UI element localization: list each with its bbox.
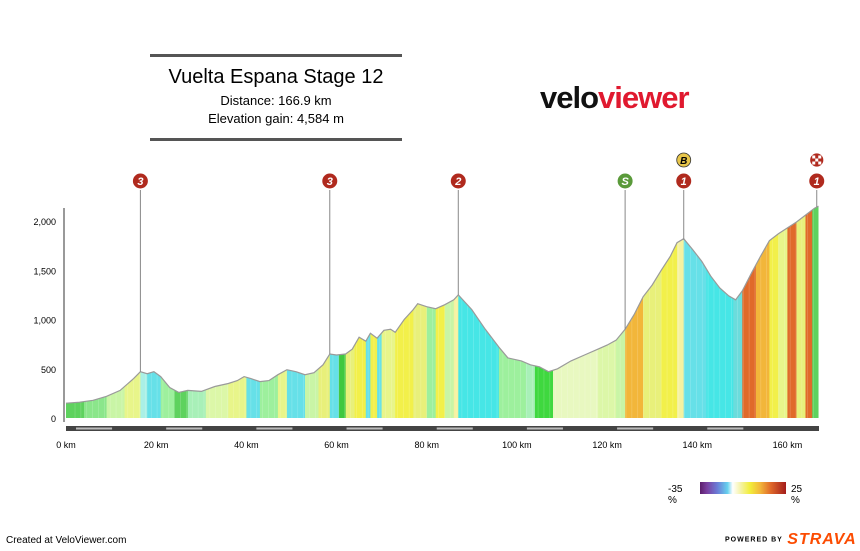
bonus-marker: [676, 152, 692, 168]
climb-marker: [321, 172, 339, 190]
distance-bar-highlight: [617, 427, 654, 430]
marker-label: S: [621, 176, 629, 188]
climb-marker: [675, 172, 693, 190]
gradient-segment: [395, 206, 414, 418]
gradient-segment: [305, 206, 319, 418]
gradient-segment: [755, 206, 770, 418]
y-tick-label: 0: [51, 414, 56, 424]
gradient-segment: [381, 206, 396, 418]
legend-max-label: 25 %: [791, 484, 803, 506]
legend-min-label: -35 %: [668, 484, 683, 506]
stage-title: Vuelta Espana Stage 12: [168, 66, 384, 88]
marker-label: 2: [454, 176, 461, 188]
x-tick-label: 160 km: [773, 440, 803, 450]
marker-label: 1: [681, 176, 687, 188]
gradient-segment: [525, 206, 536, 418]
gradient-segment: [787, 206, 797, 418]
x-tick-label: 40 km: [234, 440, 259, 450]
finish-flag-square: [818, 155, 822, 159]
marker-label: 3: [137, 176, 143, 188]
finish-flag-square: [818, 161, 822, 165]
y-tick-label: 500: [41, 365, 56, 375]
gradient-segment: [553, 206, 599, 418]
gradient-segment: [174, 206, 189, 418]
gradient-segment: [805, 206, 813, 418]
title-rule-bottom: [150, 138, 402, 141]
gradient-segment: [286, 206, 306, 418]
gradient-segment: [643, 206, 662, 418]
x-tick-label: 20 km: [144, 440, 169, 450]
gradient-segment: [426, 206, 437, 418]
gradient-segment: [812, 206, 819, 418]
x-tick-label: 80 km: [414, 440, 439, 450]
gradient-segment: [66, 206, 85, 418]
x-tick-label: 140 km: [682, 440, 712, 450]
distance-label: Distance: 166.9 km: [220, 93, 332, 108]
y-tick-label: 1,500: [33, 266, 56, 276]
distance-bar-highlight: [256, 427, 293, 430]
profile-outline: [65, 205, 819, 404]
x-tick-label: 120 km: [592, 440, 622, 450]
marker-label: 3: [327, 176, 333, 188]
gradient-segment: [778, 206, 788, 418]
gradient-segment: [661, 206, 678, 418]
strava-logo: STRAVA: [787, 531, 857, 548]
x-tick-label: 100 km: [502, 440, 532, 450]
gradient-segment: [598, 206, 617, 418]
gradient-segment: [444, 206, 455, 418]
footer-credit: Created at VeloViewer.com: [6, 535, 127, 546]
gradient-segment: [187, 206, 207, 418]
distance-bar-highlight: [526, 427, 563, 430]
powered-by-label: POWERED BY: [725, 536, 783, 544]
sprint-marker: [616, 172, 634, 190]
distance-bar-highlight: [436, 427, 473, 430]
distance-bar-highlight: [346, 427, 383, 430]
distance-bar-highlight: [166, 427, 203, 430]
title-box: Vuelta Espana Stage 12 Distance: 166.9 k…: [150, 54, 402, 141]
profile-fill: [66, 206, 819, 418]
distance-bar-highlight: [76, 427, 113, 430]
gradient-segment: [453, 206, 459, 418]
elevation-gain-label: Elevation gain: 4,584 m: [208, 111, 344, 126]
distance-bar-highlight: [707, 427, 744, 430]
elevation-profile-chart: 0 500 1,000 1,500 2,000 0 km 20 km 40 km 60 km 80…: [33, 152, 826, 450]
gradient-segment: [796, 206, 806, 418]
veloviewer-logo: veloviewer: [540, 80, 690, 116]
climb-marker: [449, 172, 467, 190]
climb-marker: [808, 172, 826, 190]
gradient-segment: [84, 206, 107, 418]
gradient-segment: [205, 206, 229, 418]
marker-label: 1: [814, 176, 820, 188]
y-tick-label: 2,000: [33, 217, 56, 227]
strava-badge: POWERED BY STRAVA: [725, 531, 857, 549]
x-tick-label: 60 km: [324, 440, 349, 450]
gradient-segment: [435, 206, 446, 418]
finish-flag-square: [812, 155, 816, 159]
climb-marker: [131, 172, 149, 190]
gradient-segment: [677, 206, 685, 418]
y-tick-label: 1,000: [33, 316, 56, 326]
gradient-segment: [147, 206, 162, 418]
gradient-segment: [246, 206, 261, 418]
finish-flag-square: [812, 161, 816, 165]
bonus-marker-label: B: [680, 156, 687, 167]
x-tick-label: 0 km: [56, 440, 76, 450]
gradient-color-scale: [700, 482, 786, 494]
gradient-segment: [106, 206, 125, 418]
logo-part-viewer: viewer: [598, 80, 690, 115]
finish-flag-square: [815, 158, 819, 162]
logo-part-velo: velo: [540, 80, 599, 115]
title-rule-top: [150, 54, 402, 57]
gradient-segment: [160, 206, 175, 418]
gradient-segment: [769, 206, 779, 418]
gradient-segment: [733, 206, 743, 418]
